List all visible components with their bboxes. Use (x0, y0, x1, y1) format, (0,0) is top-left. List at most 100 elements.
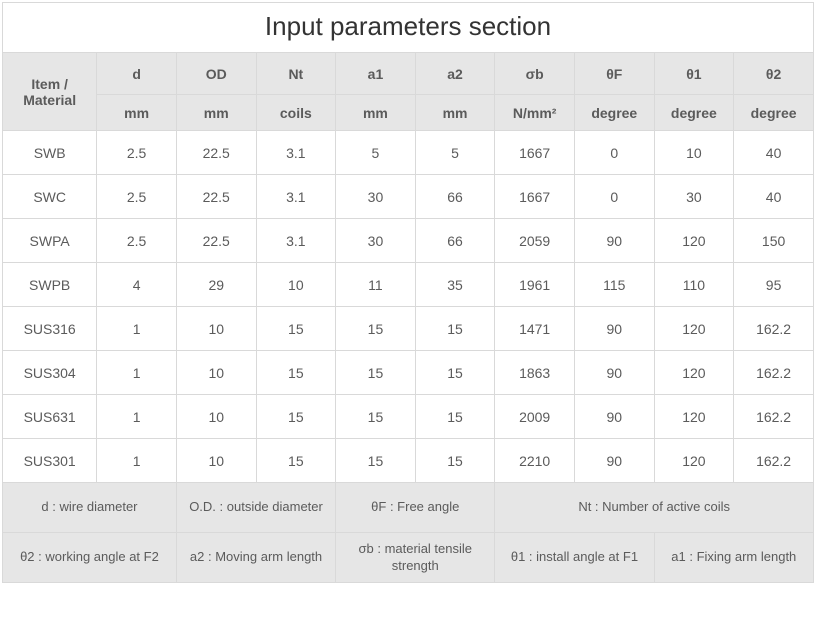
cell-Nt: 15 (256, 307, 336, 351)
cell-t1: 10 (654, 131, 734, 175)
cell-a2: 15 (415, 351, 495, 395)
cell-Nt: 15 (256, 351, 336, 395)
cell-a2: 66 (415, 175, 495, 219)
cell-sb: 1667 (495, 131, 575, 175)
cell-Nt: 15 (256, 395, 336, 439)
table-row: SWPA2.522.53.13066205990120150 (3, 219, 814, 263)
table-row: SUS304110151515186390120162.2 (3, 351, 814, 395)
cell-d: 4 (97, 263, 177, 307)
legend-row-2: θ2 : working angle at F2a2 : Moving arm … (3, 533, 814, 583)
cell-t1: 120 (654, 307, 734, 351)
col-unit-nt: coils (256, 95, 336, 131)
cell-d: 1 (97, 395, 177, 439)
cell-t1: 120 (654, 395, 734, 439)
table-row: SWC2.522.53.13066166703040 (3, 175, 814, 219)
cell-item: SWB (3, 131, 97, 175)
cell-d: 1 (97, 351, 177, 395)
cell-a1: 30 (336, 219, 416, 263)
cell-OD: 10 (176, 351, 256, 395)
col-header-tf: θF (574, 53, 654, 95)
cell-tF: 0 (574, 131, 654, 175)
cell-item: SWPA (3, 219, 97, 263)
cell-tF: 90 (574, 439, 654, 483)
col-unit-od: mm (176, 95, 256, 131)
cell-a2: 35 (415, 263, 495, 307)
cell-a1: 30 (336, 175, 416, 219)
cell-sb: 2210 (495, 439, 575, 483)
cell-item: SUS631 (3, 395, 97, 439)
cell-sb: 1863 (495, 351, 575, 395)
col-unit-t2: degree (734, 95, 814, 131)
cell-d: 1 (97, 439, 177, 483)
cell-t2: 95 (734, 263, 814, 307)
cell-tF: 90 (574, 351, 654, 395)
cell-t2: 150 (734, 219, 814, 263)
cell-t1: 120 (654, 439, 734, 483)
legend-cell: σb : material tensile strength (336, 533, 495, 583)
cell-Nt: 3.1 (256, 175, 336, 219)
cell-t2: 162.2 (734, 351, 814, 395)
col-unit-a2: mm (415, 95, 495, 131)
cell-item: SUS301 (3, 439, 97, 483)
cell-tF: 90 (574, 395, 654, 439)
title-row: Input parameters section (3, 3, 814, 53)
cell-a2: 15 (415, 307, 495, 351)
cell-item: SWPB (3, 263, 97, 307)
col-header-item: Item / Material (3, 53, 97, 131)
table-row: SUS316110151515147190120162.2 (3, 307, 814, 351)
cell-t1: 110 (654, 263, 734, 307)
table-title: Input parameters section (3, 3, 814, 53)
cell-OD: 22.5 (176, 175, 256, 219)
cell-sb: 1667 (495, 175, 575, 219)
cell-sb: 2059 (495, 219, 575, 263)
cell-OD: 22.5 (176, 131, 256, 175)
cell-item: SWC (3, 175, 97, 219)
cell-OD: 22.5 (176, 219, 256, 263)
cell-d: 1 (97, 307, 177, 351)
cell-OD: 29 (176, 263, 256, 307)
col-header-a2: a2 (415, 53, 495, 95)
cell-a2: 66 (415, 219, 495, 263)
cell-item: SUS304 (3, 351, 97, 395)
legend-cell: O.D. : outside diameter (176, 483, 335, 533)
col-unit-d: mm (97, 95, 177, 131)
cell-sb: 2009 (495, 395, 575, 439)
col-header-t1: θ1 (654, 53, 734, 95)
cell-t2: 162.2 (734, 307, 814, 351)
cell-item: SUS316 (3, 307, 97, 351)
legend-cell: θ1 : install angle at F1 (495, 533, 654, 583)
cell-t2: 162.2 (734, 439, 814, 483)
col-unit-tf: degree (574, 95, 654, 131)
cell-a1: 15 (336, 307, 416, 351)
cell-Nt: 10 (256, 263, 336, 307)
cell-d: 2.5 (97, 175, 177, 219)
cell-t1: 30 (654, 175, 734, 219)
col-header-od: OD (176, 53, 256, 95)
legend-cell: θF : Free angle (336, 483, 495, 533)
col-header-t2: θ2 (734, 53, 814, 95)
cell-t1: 120 (654, 219, 734, 263)
col-header-sb: σb (495, 53, 575, 95)
cell-sb: 1961 (495, 263, 575, 307)
table-row: SUS301110151515221090120162.2 (3, 439, 814, 483)
cell-OD: 10 (176, 439, 256, 483)
cell-OD: 10 (176, 395, 256, 439)
legend-row-1: d : wire diameterO.D. : outside diameter… (3, 483, 814, 533)
cell-tF: 90 (574, 307, 654, 351)
legend-cell: θ2 : working angle at F2 (3, 533, 177, 583)
table-row: SWPB429101135196111511095 (3, 263, 814, 307)
input-parameters-table: Input parameters section Item / Material… (2, 2, 814, 583)
cell-t2: 162.2 (734, 395, 814, 439)
cell-a1: 5 (336, 131, 416, 175)
cell-a1: 15 (336, 351, 416, 395)
cell-Nt: 15 (256, 439, 336, 483)
cell-d: 2.5 (97, 131, 177, 175)
cell-Nt: 3.1 (256, 219, 336, 263)
col-header-a1: a1 (336, 53, 416, 95)
cell-a2: 5 (415, 131, 495, 175)
cell-a1: 11 (336, 263, 416, 307)
legend-cell: a1 : Fixing arm length (654, 533, 813, 583)
table-row: SUS631110151515200990120162.2 (3, 395, 814, 439)
cell-a2: 15 (415, 439, 495, 483)
legend-cell: d : wire diameter (3, 483, 177, 533)
